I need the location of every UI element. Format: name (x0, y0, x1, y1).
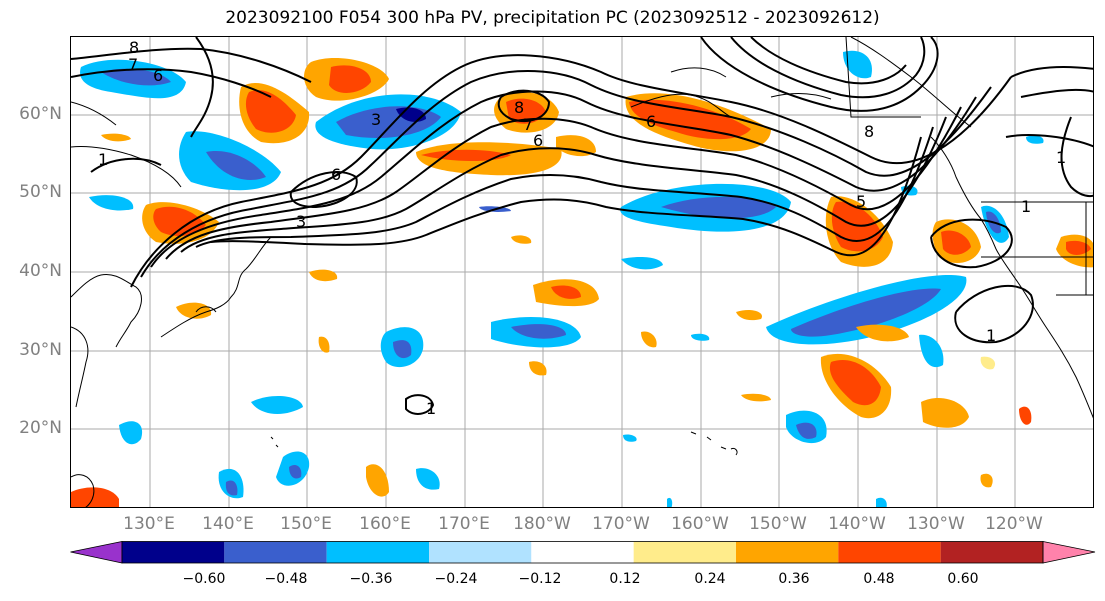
lat-label-60n: 60°N (19, 104, 62, 124)
colorbar-extend-high (1042, 541, 1096, 564)
lon-label: 170°E (438, 514, 490, 534)
pv-label: 1 (426, 399, 436, 418)
colorbar-cell (531, 541, 634, 563)
colorbar-tick-label: 0.48 (863, 571, 895, 587)
colorbar-cell (429, 541, 532, 563)
pv-contours (71, 37, 1093, 415)
pv-label: 6 (646, 112, 656, 131)
colorbar-tick-label: 0.60 (947, 571, 979, 587)
pv-label: 6 (153, 66, 163, 85)
lon-label: 170°W (592, 514, 650, 534)
lon-label: 160°E (359, 514, 411, 534)
pv-label: 7 (523, 115, 533, 134)
lon-label: 140°W (828, 514, 886, 534)
coastlines (71, 37, 1093, 507)
pv-label: 5 (856, 192, 866, 211)
pv-label: 6 (533, 131, 543, 150)
map-panel: 8 7 6 6 3 3 8 7 6 6 8 1 1 5 1 1 1 (70, 36, 1094, 508)
pv-label: 1 (98, 150, 108, 169)
lat-label-20n: 20°N (19, 418, 62, 438)
lon-label: 120°W (985, 514, 1043, 534)
colorbar-tick-label: 0.24 (694, 571, 726, 587)
pv-label: 7 (128, 55, 138, 74)
pv-contour-labels: 8 7 6 6 3 3 8 7 6 6 8 1 1 5 1 1 1 (98, 38, 1066, 418)
colorbar-cell (326, 541, 429, 563)
pv-label: 8 (129, 38, 139, 57)
lat-label-50n: 50°N (19, 182, 62, 202)
lat-label-30n: 30°N (19, 340, 62, 360)
colorbar-tick-label: −0.24 (434, 571, 478, 587)
colorbar-tick-label: −0.36 (349, 571, 393, 587)
map-title: 2023092100 F054 300 hPa PV, precipitatio… (225, 8, 880, 28)
colorbar-extend-low (70, 541, 123, 564)
colorbar-cell (940, 541, 1043, 563)
colorbar-frame (121, 541, 1044, 564)
pv-label: 1 (1021, 197, 1031, 216)
pv-label: 1 (1056, 148, 1066, 167)
lon-label: 180°W (513, 514, 571, 534)
pv-label: 6 (331, 165, 341, 184)
lon-label: 150°W (749, 514, 807, 534)
colorbar-cell (838, 541, 941, 563)
colorbar-cell (736, 541, 839, 563)
colorbar-cell (224, 541, 327, 563)
lon-label: 130°E (123, 514, 175, 534)
colorbar-tick-label: −0.12 (518, 571, 562, 587)
colorbar-cell (122, 541, 225, 563)
colorbar-cell (633, 541, 736, 563)
pv-label: 8 (514, 98, 524, 117)
pv-label: 1 (986, 326, 996, 345)
positive-anomaly-shading (71, 58, 1093, 507)
pv-label: 8 (864, 122, 874, 141)
lon-label: 160°W (671, 514, 729, 534)
colorbar-tick-label: −0.60 (182, 571, 226, 587)
pv-label: 3 (371, 110, 381, 129)
colorbar-tick-label: 0.12 (609, 571, 641, 587)
pv-label: 3 (296, 212, 306, 231)
lat-label-40n: 40°N (19, 261, 62, 281)
lon-label: 130°W (907, 514, 965, 534)
colorbar-tick-label: −0.48 (264, 571, 308, 587)
lon-label: 150°E (280, 514, 332, 534)
gridlines (71, 37, 1093, 507)
map-canvas: 8 7 6 6 3 3 8 7 6 6 8 1 1 5 1 1 1 (71, 37, 1093, 507)
lon-label: 140°E (202, 514, 254, 534)
colorbar (70, 541, 1096, 564)
colorbar-tick-label: 0.36 (778, 571, 810, 587)
